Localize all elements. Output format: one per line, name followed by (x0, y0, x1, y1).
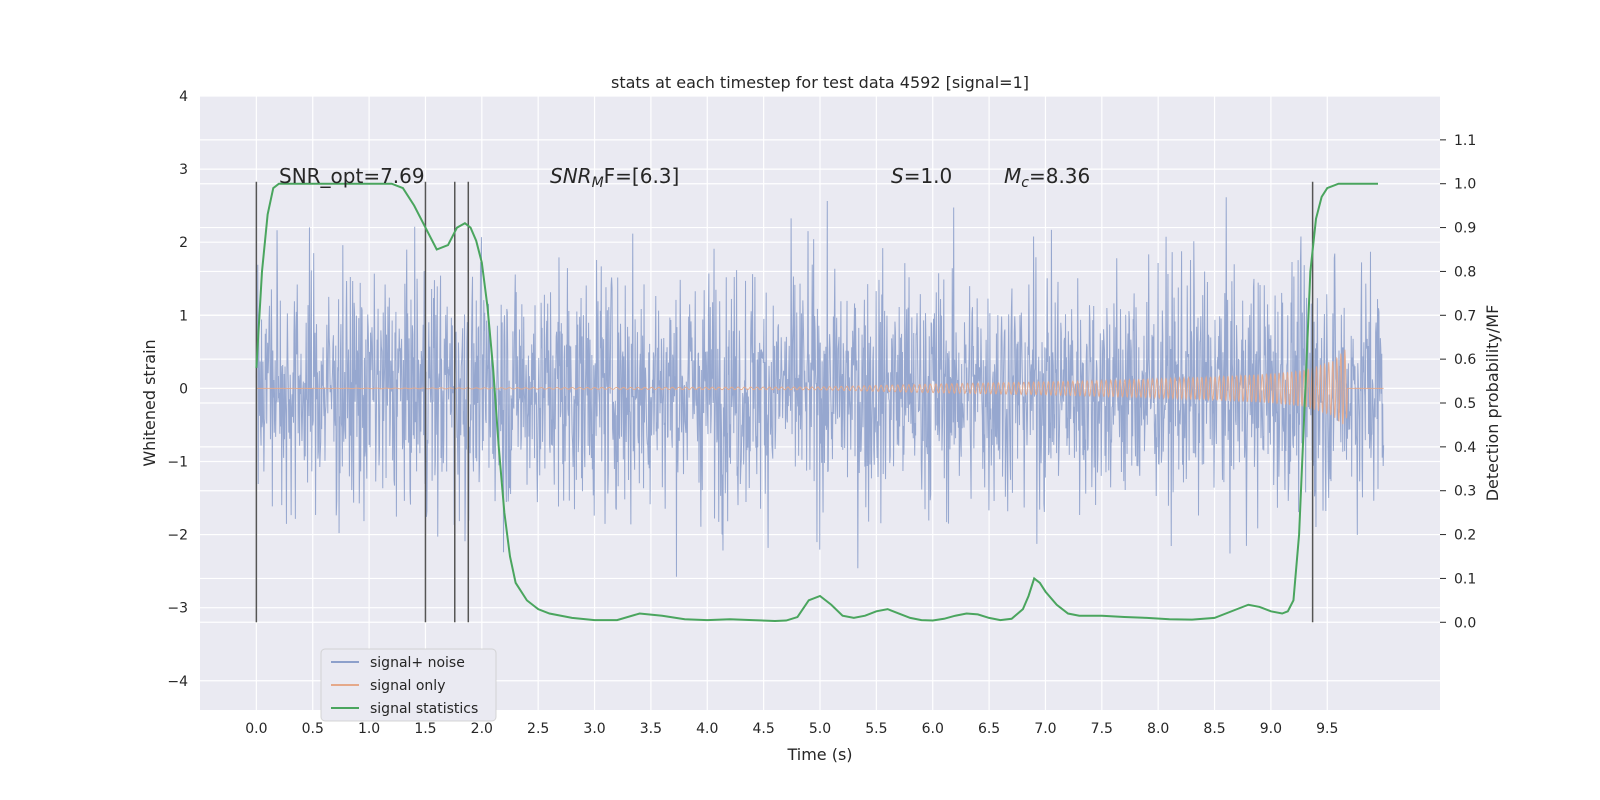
x-tick-label: 1.0 (358, 721, 380, 737)
y-tick-label: −4 (167, 674, 188, 690)
annotation-snr-mf: SNRMF=[6.3] (550, 164, 679, 191)
x-tick-label: 0.5 (302, 721, 324, 737)
y2-tick-label: 0.9 (1454, 221, 1476, 237)
legend: signal+ noise signal only signal statist… (320, 648, 497, 722)
series-signal-noise (255, 197, 1385, 577)
y-tick-label: −2 (167, 528, 188, 544)
signal-noise-line (255, 197, 1385, 577)
annotation-snr-opt: SNR_opt=7.69 (279, 164, 425, 188)
y-tick-label: −3 (167, 601, 188, 617)
vertical-markers (255, 181, 1314, 623)
x-tick-label: 9.0 (1260, 721, 1282, 737)
legend-label-signal-statistics: signal statistics (370, 701, 478, 717)
x-tick-label: 0.0 (245, 721, 267, 737)
x-tick-label: 8.5 (1203, 721, 1225, 737)
mc-symbol: M (1004, 164, 1021, 188)
y-tick-label: 0 (179, 381, 188, 397)
y-tick-label: 1 (179, 308, 188, 324)
y2-tick-label: 1.1 (1454, 133, 1476, 149)
x-tick-label: 6.5 (978, 721, 1000, 737)
signal-statistics-line (255, 182, 1378, 622)
annotation-s: S=1.0 (891, 164, 952, 188)
y2-tick-label: 0.0 (1454, 615, 1476, 631)
y2-tick-label: 0.1 (1454, 571, 1476, 587)
mc-sub: c (1021, 175, 1029, 191)
chart-title: stats at each timestep for test data 459… (611, 73, 1029, 92)
y2-axis-ticks: 1.1 1.0 0.9 0.8 0.7 0.6 0.5 0.4 0.3 0.2 0.1 0.0 (1440, 133, 1476, 631)
x-tick-label: 4.5 (753, 721, 775, 737)
snr-mf-sub: M (592, 175, 604, 191)
y2-tick-label: 0.3 (1454, 484, 1476, 500)
y2-tick-label: 0.5 (1454, 396, 1476, 412)
x-tick-label: 4.0 (696, 721, 718, 737)
series-signal-only (256, 349, 1384, 425)
x-tick-label: 2.0 (471, 721, 493, 737)
legend-box (320, 648, 497, 722)
mc-rest: =8.36 (1029, 164, 1090, 188)
x-tick-label: 5.0 (809, 721, 831, 737)
y2-tick-label: 0.2 (1454, 528, 1476, 544)
x-tick-label: 7.0 (1034, 721, 1056, 737)
y2-tick-label: 1.0 (1454, 177, 1476, 193)
s-rest: =1.0 (904, 164, 953, 188)
signal-only-line (256, 349, 1384, 425)
x-tick-label: 6.0 (922, 721, 944, 737)
x-tick-label: 3.5 (640, 721, 662, 737)
x-tick-label: 8.0 (1147, 721, 1169, 737)
y-tick-label: 2 (179, 235, 188, 251)
x-tick-label: 5.5 (865, 721, 887, 737)
y2-tick-label: 0.8 (1454, 264, 1476, 280)
x-tick-label: 2.5 (527, 721, 549, 737)
x-axis-label: Time (s) (786, 745, 852, 764)
y2-axis-label: Detection probability/MF (1483, 305, 1502, 502)
y2-tick-label: 0.4 (1454, 440, 1476, 456)
x-axis-ticks: 0.0 0.5 1.0 1.5 2.0 2.5 3.0 3.5 4.0 4.5 5.0 5.5 6.0 6… (245, 721, 1338, 737)
snr-mf-base: SNR (550, 164, 592, 188)
y-tick-label: −1 (167, 454, 188, 470)
y-axis-ticks: 4 3 2 1 0 −1 −2 −3 −4 (167, 89, 188, 690)
y-tick-label: 4 (179, 89, 188, 105)
series-signal-statistics (255, 182, 1378, 622)
y2-tick-label: 0.7 (1454, 308, 1476, 324)
x-tick-label: 3.0 (583, 721, 605, 737)
x-tick-label: 1.5 (414, 721, 436, 737)
x-tick-label: 9.5 (1316, 721, 1338, 737)
legend-label-signal-only: signal only (370, 678, 445, 694)
legend-label-signal-noise: signal+ noise (370, 655, 465, 671)
y-tick-label: 3 (179, 162, 188, 178)
annotation-mc: Mc=8.36 (1004, 164, 1090, 191)
s-symbol: S (891, 164, 904, 188)
snr-mf-rest: F=[6.3] (604, 164, 680, 188)
x-tick-label: 7.5 (1091, 721, 1113, 737)
y2-tick-label: 0.6 (1454, 352, 1476, 368)
y-axis-label: Whitened strain (140, 339, 159, 466)
